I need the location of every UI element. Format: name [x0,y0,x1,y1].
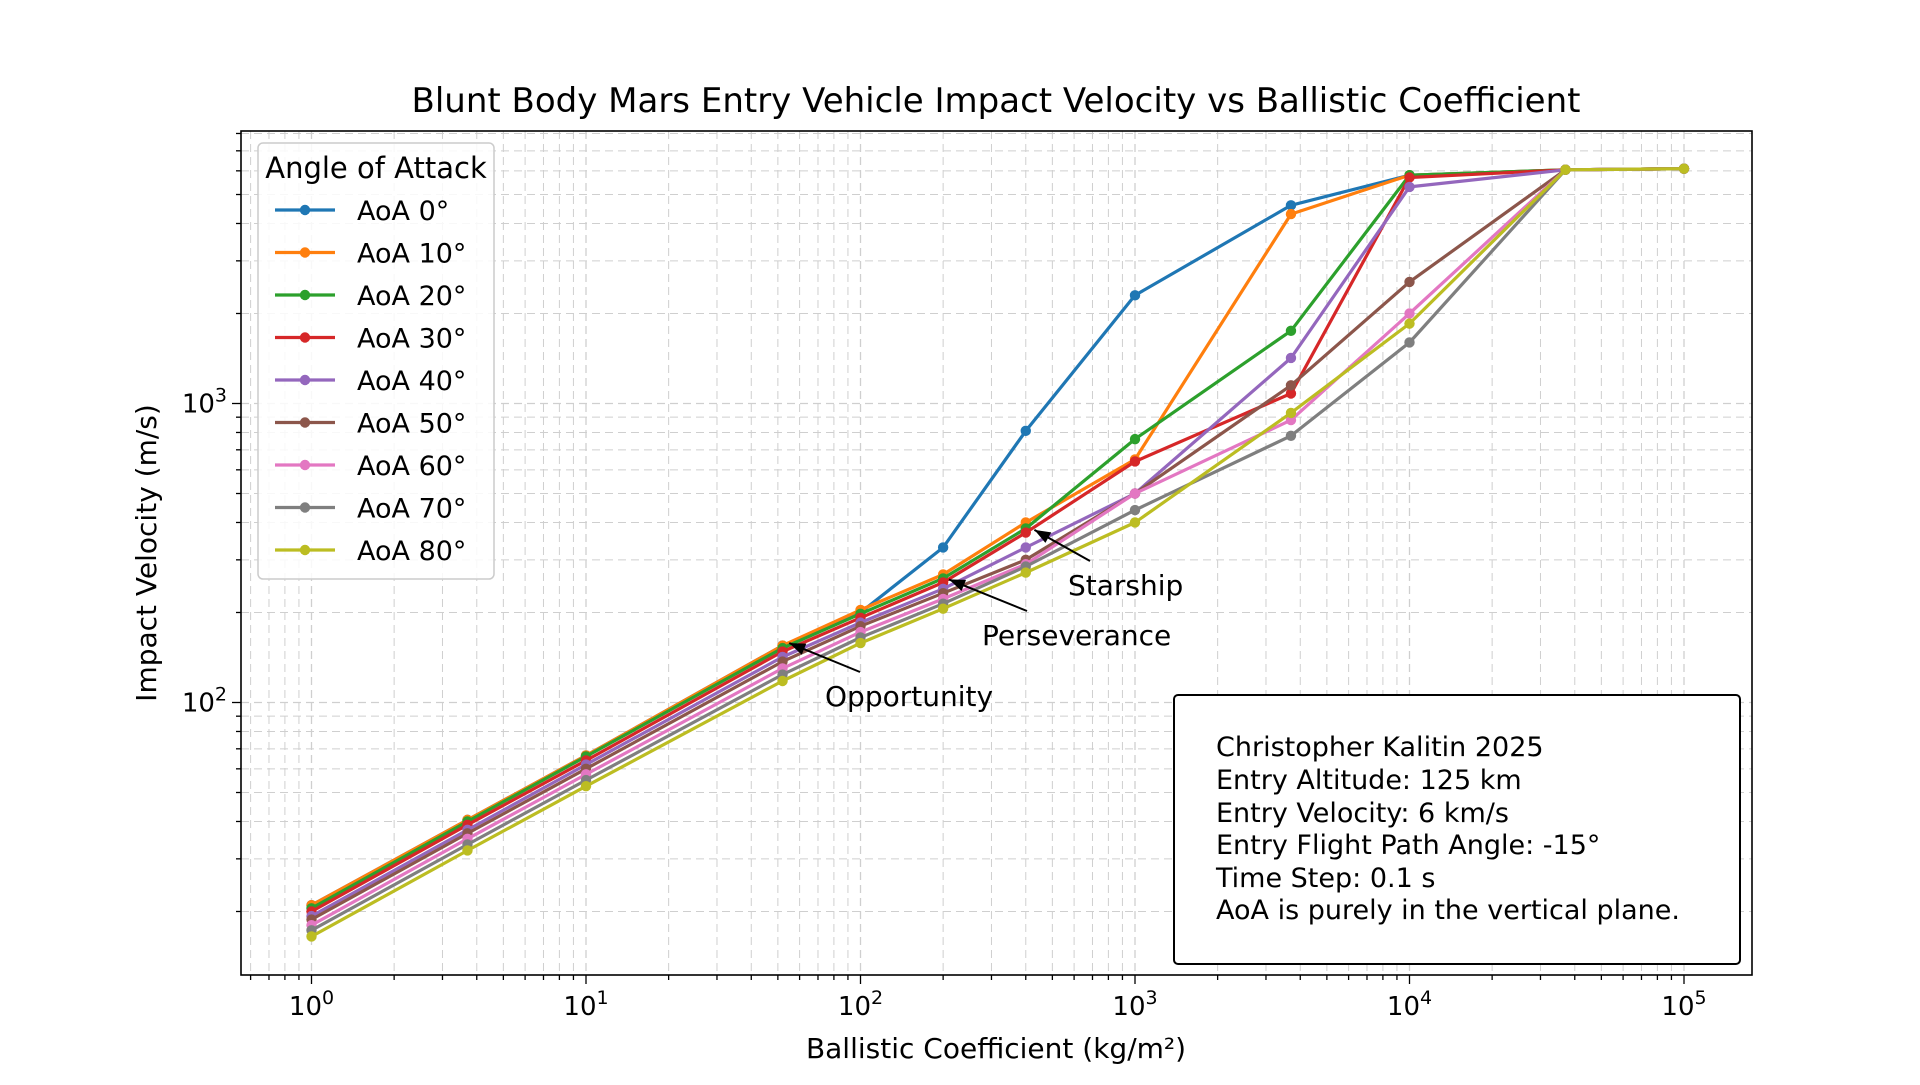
data-point [855,637,866,649]
data-point [1285,325,1297,337]
legend-label: AoA 0° [357,196,449,227]
y-tick-label: 102 [182,684,227,719]
data-point [462,845,473,856]
legend-title: Angle of Attack [265,151,487,185]
x-tick-label: 102 [838,987,883,1022]
plot-frame [240,130,1753,976]
data-point [1285,430,1297,441]
x-tick-label: 103 [1112,987,1157,1022]
series-line [310,167,1685,921]
annotation: Starship [1033,528,1183,602]
legend-marker [299,374,311,386]
annotation: Opportunity [788,642,993,713]
data-point [1020,527,1031,538]
legend-label: AoA 70° [357,494,466,525]
data-point [1020,567,1031,578]
legend-label: AoA 50° [357,409,466,440]
x-tick-label: 104 [1387,987,1432,1022]
legend-entries: AoA 0° AoA 10° AoA 20° AoA 30° AoA 40° AoA 50… [275,196,466,567]
annotation-arrowhead [948,579,967,591]
y-tick-label: 103 [182,385,227,420]
series-lines [306,163,1690,942]
data-point [1560,164,1571,175]
data-point [1678,163,1690,174]
x-tick-label: 100 [289,987,334,1022]
annotation-label: Starship [1068,569,1183,602]
legend-marker [299,417,311,428]
info-line-aoa-note: AoA is purely in the vertical plane. [1216,895,1680,926]
series-line [310,167,1685,932]
legend-label: AoA 40° [357,366,466,397]
data-point [306,931,317,942]
legend-label: AoA 80° [357,536,466,567]
data-point [580,780,592,792]
chart-title: Blunt Body Mars Entry Vehicle Impact Vel… [412,81,1581,121]
data-point [777,675,788,687]
data-point [937,542,949,553]
data-point [1285,352,1297,364]
x-tick-label: 105 [1661,987,1706,1022]
info-line-altitude: Entry Altitude: 125 km [1216,765,1522,796]
legend-marker [299,289,311,301]
series-line [310,167,1685,918]
data-point [1020,425,1031,437]
data-point [1285,200,1297,211]
data-point [1285,388,1297,399]
y-axis-label: Impact Velocity (m/s) [130,404,163,702]
data-point [1404,337,1415,348]
legend: Angle of Attack AoA 0°AoA 10°AoA 20°AoA … [257,142,495,580]
data-point [1285,380,1297,391]
data-point [1129,517,1141,528]
data-point [1404,181,1415,193]
annotations: Opportunity Perseverance Starship [788,528,1183,713]
legend-marker [299,502,311,513]
series-line [310,167,1685,938]
legend-label: AoA 60° [357,451,466,482]
series-line [310,167,1685,927]
data-point [1129,433,1141,445]
annotation-label: Perseverance [982,619,1171,652]
legend-label: AoA 30° [357,324,466,355]
series-group [306,163,1690,942]
data-point [1129,504,1141,516]
data-point [1129,456,1141,467]
series-line [310,167,1685,910]
data-point [1020,542,1031,553]
annotation-arrowhead [1034,529,1052,543]
info-box: Christopher Kalitin 2025 Entry Altitude:… [1173,694,1741,965]
data-point [1404,318,1415,329]
legend-label: AoA 10° [357,239,466,270]
legend-marker [299,459,311,471]
info-line-velocity: Entry Velocity: 6 km/s [1216,798,1509,829]
data-point [1404,308,1415,319]
legend-label: AoA 20° [357,281,466,312]
info-line-fpa: Entry Flight Path Angle: -15° [1216,830,1600,861]
data-point [937,603,949,614]
series-line [310,167,1685,913]
data-point [1285,407,1297,419]
legend-marker [299,247,311,258]
annotation-label: Opportunity [825,680,993,713]
legend-marker [299,332,311,343]
data-point [1129,488,1141,499]
axis-ticks: 100 101 102 103 104 105 102 103 [182,132,1707,1022]
x-tick-label: 101 [563,987,608,1022]
legend-marker [299,204,311,216]
data-point [1285,208,1297,220]
data-point [1404,276,1415,288]
info-line-timestep: Time Step: 0.1 s [1215,863,1435,894]
info-box-frame [1173,694,1741,965]
legend-marker [299,544,311,556]
data-point [1129,290,1141,301]
annotation: Perseverance [948,578,1171,652]
data-point [1404,172,1415,183]
annotation-arrowhead [789,643,807,655]
info-line-author: Christopher Kalitin 2025 [1216,732,1544,763]
x-axis-label: Ballistic Coefficient (kg/m²) [806,1032,1186,1065]
data-point [1285,414,1297,426]
